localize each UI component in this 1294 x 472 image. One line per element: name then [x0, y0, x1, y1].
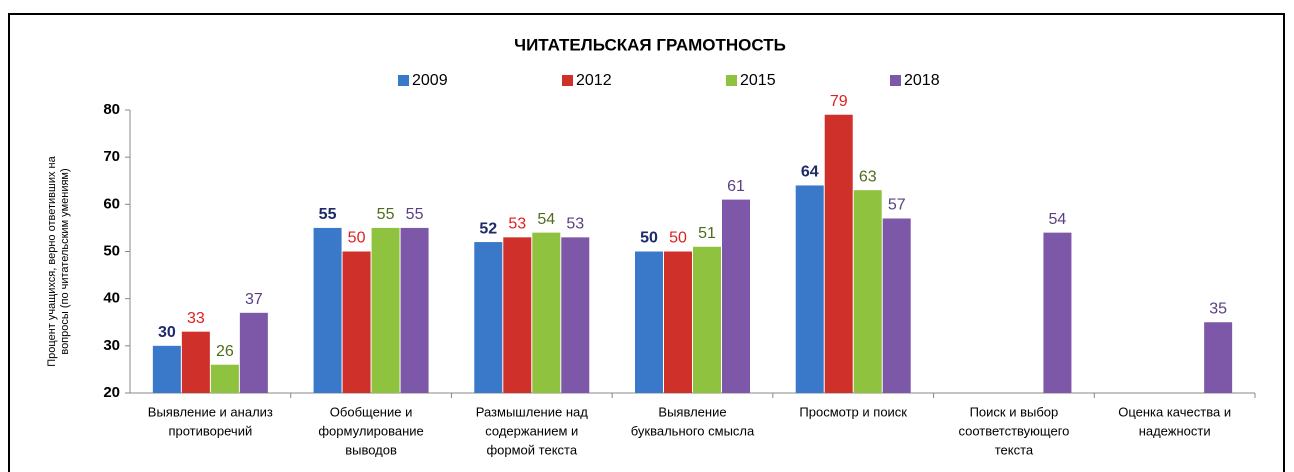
data-label: 53: [566, 216, 584, 233]
x-tick-label: Оценка качества и: [1118, 404, 1231, 419]
data-label: 52: [479, 220, 497, 237]
legend-label: 2015: [740, 72, 776, 89]
bar: [722, 199, 750, 393]
x-tick-label: выводов: [345, 442, 397, 457]
x-tick-label: содержанием и: [485, 423, 578, 438]
bar: [400, 227, 429, 393]
data-label: 57: [888, 197, 906, 214]
bar: [152, 345, 181, 393]
bar: [371, 227, 400, 393]
data-label: 55: [377, 206, 395, 223]
legend-label: 2009: [412, 72, 448, 89]
x-tick-label: Размышление над: [476, 404, 589, 419]
legend-label: 2018: [904, 72, 940, 89]
x-tick-label: Просмотр и поиск: [799, 404, 907, 419]
bar: [532, 232, 561, 393]
bar: [795, 185, 824, 393]
legend-label: 2012: [576, 72, 612, 89]
bar: [210, 364, 239, 393]
y-axis-label: вопросы (по читательским умениям): [59, 168, 71, 354]
x-tick-label: текста: [995, 442, 1034, 457]
bar: [693, 246, 721, 393]
bar: [503, 237, 532, 393]
y-tick-label: 50: [103, 242, 120, 259]
bar: [824, 114, 853, 393]
data-label: 63: [859, 168, 877, 185]
data-label: 64: [801, 164, 819, 181]
y-axis-label: Процент учащихся, верно ответивших на: [46, 155, 58, 366]
x-tick-label: формой текста: [486, 442, 577, 457]
bar: [853, 190, 882, 393]
x-tick-label: буквального смысла: [631, 423, 755, 438]
bar: [882, 218, 911, 393]
bar: [635, 251, 663, 393]
data-label: 51: [698, 225, 716, 242]
data-label: 37: [245, 291, 263, 308]
data-label: 55: [319, 206, 337, 223]
data-label: 61: [727, 178, 745, 195]
y-tick-label: 60: [103, 195, 120, 212]
x-tick-label: соответствующего: [958, 423, 1069, 438]
legend-swatch: [398, 75, 409, 86]
data-label: 55: [406, 206, 424, 223]
data-label: 26: [216, 343, 234, 360]
x-tick-label: Обобщение и: [330, 404, 413, 419]
data-label: 50: [669, 230, 687, 247]
legend-swatch: [562, 75, 573, 86]
data-label: 79: [830, 93, 848, 110]
legend-swatch: [890, 75, 901, 86]
x-tick-label: формулирование: [318, 423, 423, 438]
data-label: 54: [1049, 211, 1067, 228]
bar: [561, 237, 590, 393]
x-tick-label: надежности: [1139, 423, 1211, 438]
data-label: 35: [1209, 300, 1227, 317]
data-label: 30: [158, 324, 176, 341]
y-tick-label: 20: [103, 384, 120, 401]
legend-swatch: [726, 75, 737, 86]
data-label: 50: [640, 230, 658, 247]
y-tick-label: 80: [103, 101, 120, 118]
data-label: 53: [508, 216, 526, 233]
y-tick-label: 30: [103, 337, 120, 354]
bar: [342, 251, 371, 393]
x-tick-label: противоречий: [168, 423, 252, 438]
bar: [474, 242, 503, 393]
bar: [181, 331, 210, 393]
bar: [664, 251, 692, 393]
bar: [1043, 232, 1072, 393]
y-tick-label: 70: [103, 148, 120, 165]
chart-title: ЧИТАТЕЛЬСКАЯ ГРАМОТНОСТЬ: [514, 35, 786, 54]
data-label: 33: [187, 310, 205, 327]
x-tick-label: Выявление и анализ: [148, 404, 273, 419]
frame: [8, 13, 1285, 472]
data-label: 50: [348, 230, 366, 247]
x-tick-label: Поиск и выбор: [970, 404, 1059, 419]
bar: [313, 227, 342, 393]
y-tick-label: 40: [103, 290, 120, 307]
bar: [1204, 322, 1233, 393]
bar: [239, 312, 268, 393]
data-label: 54: [537, 211, 555, 228]
x-tick-label: Выявление: [658, 404, 726, 419]
